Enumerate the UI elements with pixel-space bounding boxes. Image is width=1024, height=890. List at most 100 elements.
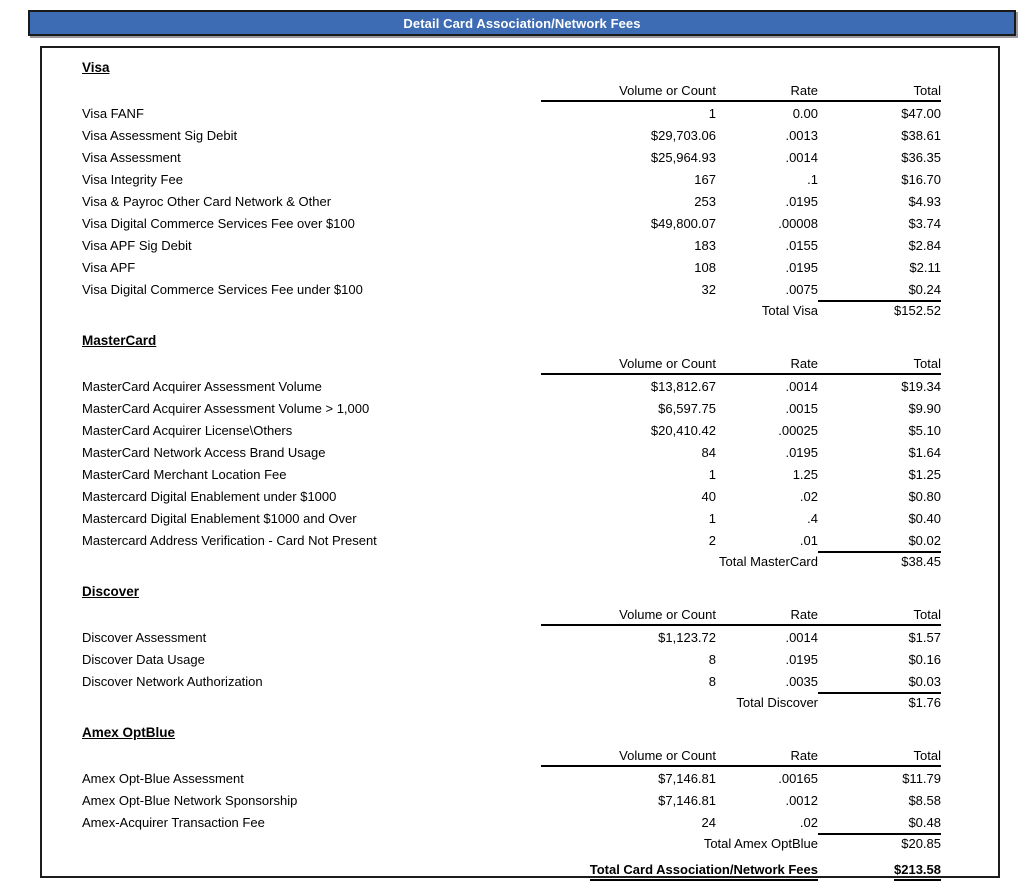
fee-rate: .0195: [785, 651, 818, 667]
fee-rate: .0014: [785, 629, 818, 645]
column-header-volume: Volume or Count: [619, 607, 716, 622]
section-total-value: $152.52: [818, 300, 941, 318]
section-total-row: Total Discover $1.76: [82, 692, 941, 714]
fee-rate: .0075: [785, 281, 818, 297]
fee-rate: .00025: [778, 422, 818, 438]
section-total-row: Total MasterCard $38.45: [82, 551, 941, 573]
fee-total: $1.64: [908, 444, 941, 460]
fee-row: Mastercard Digital Enablement $1000 and …: [82, 507, 941, 529]
fee-volume: $29,703.06: [650, 127, 716, 143]
fee-total: $0.16: [908, 651, 941, 667]
column-header-volume: Volume or Count: [619, 356, 716, 371]
column-header-row: Volume or Count Rate Total: [82, 351, 941, 375]
fee-volume: 253: [694, 193, 716, 209]
fee-volume: 1: [708, 466, 716, 482]
fee-total: $2.11: [909, 259, 941, 275]
column-header-row: Volume or Count Rate Total: [82, 78, 941, 102]
grand-total-value: $213.58: [894, 862, 941, 881]
column-header-total: Total: [913, 607, 941, 622]
fee-total: $0.40: [908, 510, 941, 526]
fee-section: MasterCard Volume or Count Rate Total Ma…: [82, 333, 941, 573]
section-heading: MasterCard: [82, 333, 157, 348]
fee-total: $36.35: [901, 149, 941, 165]
fee-volume: 32: [701, 281, 716, 297]
section-total-value: $20.85: [818, 833, 941, 851]
fee-volume: 8: [708, 651, 716, 667]
fee-row: Discover Data Usage 8 .0195 $0.16: [82, 648, 941, 670]
column-header-group: Volume or Count Rate Total: [541, 83, 941, 102]
column-header-row: Volume or Count Rate Total: [82, 602, 941, 626]
fee-rate: .0014: [785, 149, 818, 165]
fee-total: $16.70: [901, 171, 941, 187]
fee-total: $2.84: [908, 237, 941, 253]
fee-row: Visa Assessment $25,964.93 .0014 $36.35: [82, 146, 941, 168]
fee-total: $9.90: [908, 400, 941, 416]
fee-row: Discover Network Authorization 8 .0035 $…: [82, 670, 941, 692]
fee-rate: .0014: [785, 378, 818, 394]
column-header-row: Volume or Count Rate Total: [82, 743, 941, 767]
column-header-rate: Rate: [790, 607, 818, 622]
fee-section: Discover Volume or Count Rate Total Disc…: [82, 584, 941, 714]
fee-volume: 1: [708, 105, 716, 121]
column-header-total: Total: [913, 356, 941, 371]
fee-label: MasterCard Acquirer Assessment Volume: [82, 378, 322, 394]
fee-label: Mastercard Digital Enablement $1000 and …: [82, 510, 357, 526]
report-title-bar: Detail Card Association/Network Fees: [28, 10, 1016, 36]
fee-total: $0.80: [908, 488, 941, 504]
fee-label: MasterCard Network Access Brand Usage: [82, 444, 326, 460]
fee-rate: .0195: [785, 259, 818, 275]
fee-label: Amex-Acquirer Transaction Fee: [82, 814, 265, 830]
fee-total: $1.57: [908, 629, 941, 645]
fee-row: Amex-Acquirer Transaction Fee 24 .02 $0.…: [82, 811, 941, 833]
fee-rate: .00165: [778, 770, 818, 786]
fee-total: $19.34: [901, 378, 941, 394]
fee-rate: .1: [807, 171, 818, 187]
fee-label: Visa Digital Commerce Services Fee over …: [82, 215, 355, 231]
fee-volume: $7,146.81: [658, 792, 716, 808]
fee-label: Visa FANF: [82, 105, 144, 121]
column-header-group: Volume or Count Rate Total: [541, 607, 941, 626]
fee-total: $4.93: [908, 193, 941, 209]
fee-label: Discover Data Usage: [82, 651, 205, 667]
section-total-label: Total Amex OptBlue: [703, 836, 818, 851]
fee-rate: .02: [799, 488, 818, 504]
fee-rate: 1.25: [792, 466, 818, 482]
fee-row: Visa & Payroc Other Card Network & Other…: [82, 190, 941, 212]
fee-row: MasterCard Network Access Brand Usage 84…: [82, 441, 941, 463]
fee-row: Visa Digital Commerce Services Fee under…: [82, 278, 941, 300]
fee-row: Discover Assessment $1,123.72 .0014 $1.5…: [82, 626, 941, 648]
column-header-rate: Rate: [790, 356, 818, 371]
fee-volume: $7,146.81: [658, 770, 716, 786]
fee-row: Mastercard Address Verification - Card N…: [82, 529, 941, 551]
column-header-volume: Volume or Count: [619, 83, 716, 98]
column-header-total: Total: [913, 748, 941, 763]
section-total-label: Total Discover: [736, 695, 818, 710]
fee-label: Amex Opt-Blue Network Sponsorship: [82, 792, 298, 808]
fee-volume: $13,812.67: [650, 378, 716, 394]
fee-row: MasterCard Merchant Location Fee 1 1.25 …: [82, 463, 941, 485]
section-total-value: $38.45: [818, 551, 941, 569]
fee-row: Visa Assessment Sig Debit $29,703.06 .00…: [82, 124, 941, 146]
fee-row: Amex Opt-Blue Network Sponsorship $7,146…: [82, 789, 941, 811]
fee-total: $3.74: [908, 215, 941, 231]
column-header-group: Volume or Count Rate Total: [541, 356, 941, 375]
fee-label: Amex Opt-Blue Assessment: [82, 770, 244, 786]
fee-rate: .4: [807, 510, 818, 526]
column-header-group: Volume or Count Rate Total: [541, 748, 941, 767]
fee-rate: .0155: [785, 237, 818, 253]
fee-label: Visa APF Sig Debit: [82, 237, 192, 253]
fee-total: $0.02: [908, 532, 941, 548]
section-heading: Discover: [82, 584, 140, 599]
section-total-label: Total MasterCard: [719, 554, 818, 569]
fee-label: Visa Integrity Fee: [82, 171, 183, 187]
fee-row: Amex Opt-Blue Assessment $7,146.81 .0016…: [82, 767, 941, 789]
fee-label: Discover Assessment: [82, 629, 207, 645]
grand-total-label: Total Card Association/Network Fees: [589, 862, 818, 881]
fee-total: $5.10: [908, 422, 941, 438]
fee-total: $0.03: [908, 673, 941, 689]
fee-rate: .0195: [785, 193, 818, 209]
report-title: Detail Card Association/Network Fees: [403, 15, 641, 31]
fee-total: $0.48: [908, 814, 941, 830]
fee-label: Visa APF: [82, 259, 136, 275]
